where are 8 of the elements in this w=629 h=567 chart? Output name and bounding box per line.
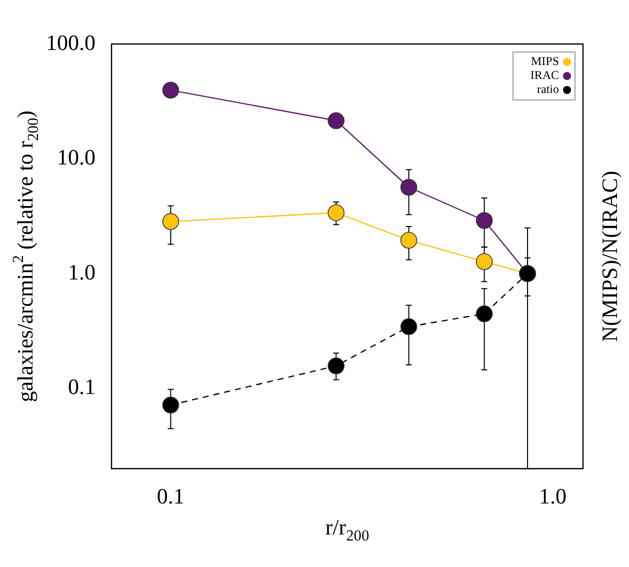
y-tick-label: 0.1 — [68, 374, 96, 400]
legend-label: MIPS — [530, 54, 559, 68]
legend-label: ratio — [537, 82, 559, 96]
y-axis-title: galaxies/arcmin2 (relative to r200) — [10, 110, 42, 402]
y-tick-label: 10.0 — [57, 144, 96, 170]
y-tick-label: 100.0 — [46, 30, 96, 55]
y-tick-label: 1.0 — [68, 259, 96, 284]
legend-label: IRAC — [530, 68, 559, 82]
